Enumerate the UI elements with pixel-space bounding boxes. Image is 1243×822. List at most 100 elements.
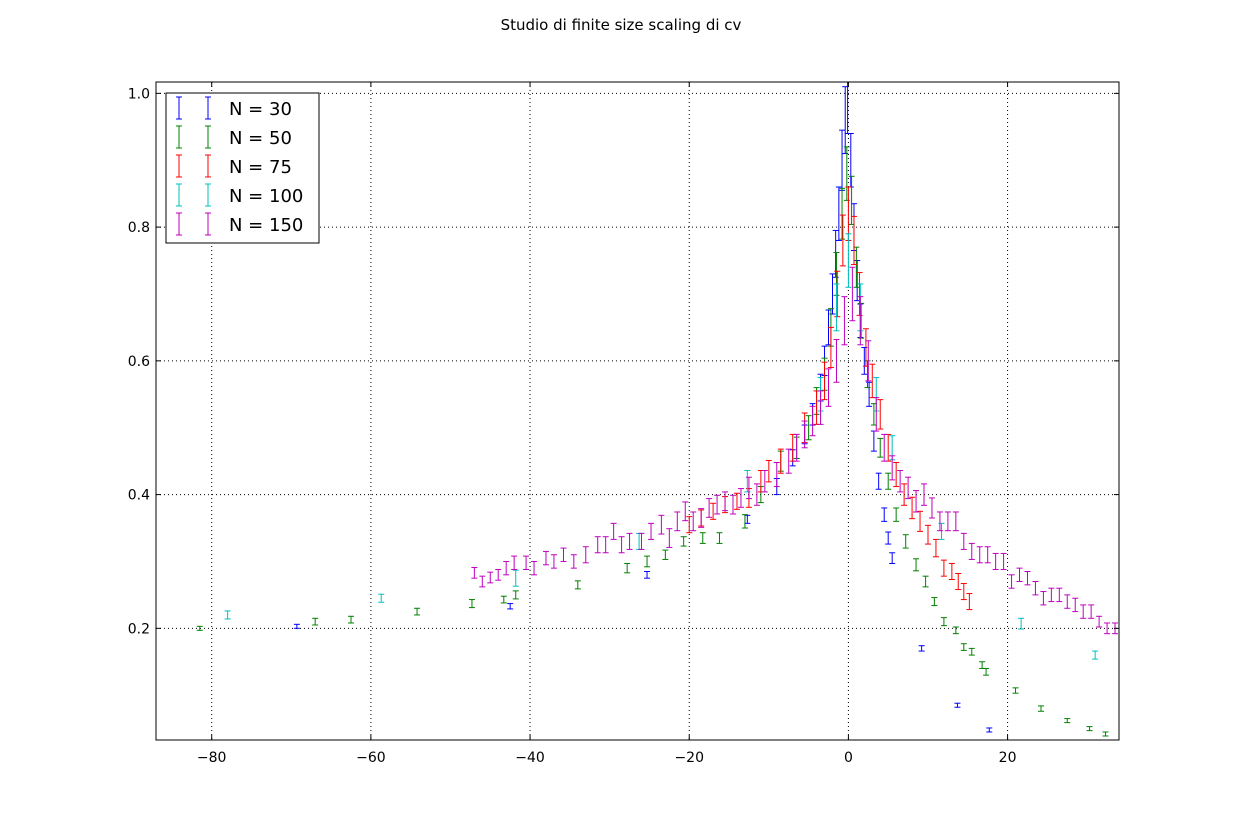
error-bar-point xyxy=(479,575,486,588)
error-bar-point xyxy=(960,643,967,651)
error-bar-point xyxy=(901,483,908,506)
error-bar-point xyxy=(889,552,896,564)
error-bar-point xyxy=(821,361,828,401)
axes-frame xyxy=(155,81,1120,741)
error-bar-point xyxy=(839,187,846,240)
error-bar-point xyxy=(885,531,892,545)
error-bar-point xyxy=(730,494,737,515)
error-bar-point xyxy=(293,623,300,629)
error-bar-point xyxy=(952,626,959,635)
plot-area xyxy=(196,82,1119,737)
error-bar-point xyxy=(841,296,848,346)
error-bar-point xyxy=(686,516,693,534)
error-bar-point xyxy=(817,390,824,425)
error-bar-point xyxy=(909,496,916,520)
error-bar-point xyxy=(992,552,999,570)
error-bar-point xyxy=(624,562,631,574)
error-bar-point xyxy=(512,569,519,587)
error-bar-point xyxy=(986,727,993,733)
error-bar-point xyxy=(865,340,872,382)
series-0 xyxy=(293,82,993,733)
legend-label: N = 150 xyxy=(229,215,303,236)
error-bar-point xyxy=(674,511,681,532)
error-bar-point xyxy=(948,562,955,581)
error-bar-point xyxy=(940,559,947,577)
error-bar-point xyxy=(644,570,651,579)
error-bar-point xyxy=(931,597,938,607)
error-bar-point xyxy=(706,498,713,518)
axis-ticks: −80 −60 −40 −20 0 20 0.2 0.4 0.6 0.8 1.0 xyxy=(128,82,1119,766)
error-bar-point xyxy=(733,492,740,510)
error-bar-point xyxy=(839,129,846,191)
error-bar-point xyxy=(1086,726,1093,732)
error-bar-point xyxy=(834,270,841,318)
error-bar-point xyxy=(1016,567,1023,583)
legend-item: N = 150 xyxy=(176,212,303,236)
error-bar-point xyxy=(1008,574,1015,589)
x-tick-label: −40 xyxy=(515,750,545,766)
error-bar-point xyxy=(757,470,764,493)
error-bar-point xyxy=(809,405,816,437)
error-bar-point xyxy=(924,524,931,545)
legend-swatch xyxy=(205,96,211,120)
error-bar-point xyxy=(550,554,557,569)
error-bar-point xyxy=(574,580,581,590)
error-bar-point xyxy=(500,595,507,604)
error-bar-point xyxy=(503,560,510,576)
legend-swatch xyxy=(205,125,211,149)
error-bar-point xyxy=(495,568,502,581)
legend-label: N = 100 xyxy=(229,186,303,207)
error-bar-point xyxy=(793,433,800,462)
legend-item: N = 75 xyxy=(176,154,292,178)
legend-item: N = 30 xyxy=(176,96,292,120)
error-bar-point xyxy=(845,186,852,241)
error-bar-point xyxy=(753,483,760,506)
error-bar-point xyxy=(913,558,920,572)
error-bar-point xyxy=(905,476,912,500)
error-bar-point xyxy=(936,511,943,532)
error-bar-point xyxy=(866,381,873,407)
error-bar-point xyxy=(658,514,665,535)
legend-swatch xyxy=(205,154,211,178)
x-tick-label: −20 xyxy=(674,750,704,766)
error-bar-point xyxy=(968,647,975,656)
error-bar-point xyxy=(849,266,856,322)
y-tick-label: 0.8 xyxy=(128,220,150,236)
error-bar-point xyxy=(932,538,939,558)
error-bar-point xyxy=(881,433,888,462)
error-bar-point xyxy=(877,437,884,458)
error-bar-point xyxy=(761,470,768,493)
error-bar-point xyxy=(873,397,880,432)
legend-swatch xyxy=(176,154,182,178)
error-bar-point xyxy=(789,433,796,462)
error-bar-point xyxy=(875,472,882,490)
error-bar-point xyxy=(801,420,808,449)
legend-swatch xyxy=(205,183,211,207)
error-bar-point xyxy=(833,283,840,332)
y-tick-label: 0.6 xyxy=(128,354,150,370)
error-bar-point xyxy=(1056,587,1063,603)
error-bar-point xyxy=(976,546,983,564)
error-bar-point xyxy=(856,272,863,316)
error-bar-point xyxy=(893,461,900,488)
error-bar-point xyxy=(523,555,530,570)
legend-label: N = 30 xyxy=(229,99,292,120)
error-bar-point xyxy=(833,338,840,383)
error-bar-point xyxy=(542,550,549,566)
error-bar-point xyxy=(984,546,991,564)
error-bar-point xyxy=(560,547,567,562)
error-bar-point xyxy=(857,296,864,346)
legend-box xyxy=(165,92,320,244)
error-bar-point xyxy=(1064,718,1071,724)
error-bar-point xyxy=(662,549,669,560)
error-bar-point xyxy=(347,615,354,624)
x-tick-label: 0 xyxy=(844,750,853,766)
series-2 xyxy=(686,186,973,611)
error-bar-point xyxy=(825,368,832,407)
error-bar-point xyxy=(765,459,772,483)
error-bar-point xyxy=(610,522,617,540)
error-bar-point xyxy=(471,566,478,579)
x-tick-label: −60 xyxy=(356,750,386,766)
error-bar-point xyxy=(902,534,909,549)
error-bar-point xyxy=(722,491,729,512)
